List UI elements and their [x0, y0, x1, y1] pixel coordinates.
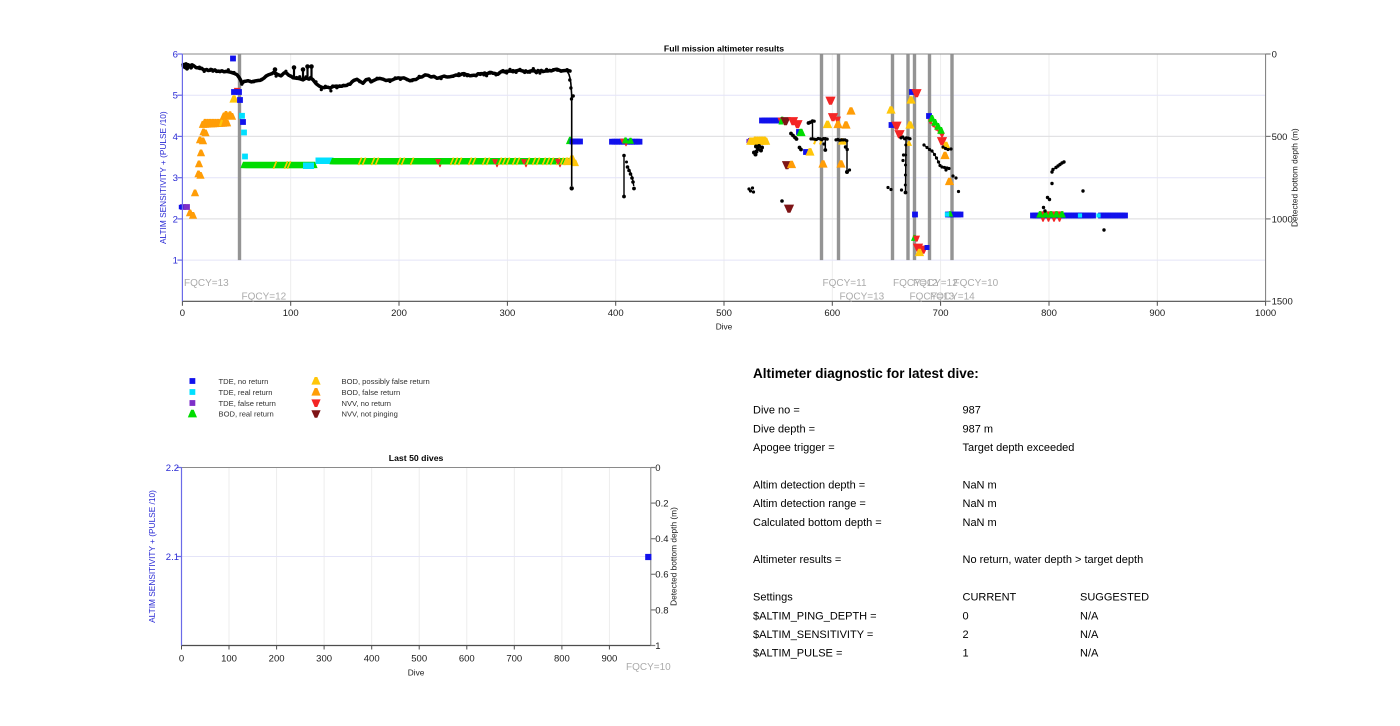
svg-text:$ALTIM_SENSITIVITY =: $ALTIM_SENSITIVITY =: [753, 629, 873, 641]
svg-text:800: 800: [554, 654, 570, 665]
svg-text:FQCY=12: FQCY=12: [893, 278, 938, 289]
svg-text:BOD, possibly false return: BOD, possibly false return: [342, 377, 430, 386]
svg-text:900: 900: [601, 654, 617, 665]
svg-text:Apogee trigger =: Apogee trigger =: [753, 442, 835, 454]
svg-text:FQCY=12: FQCY=12: [913, 278, 958, 289]
svg-text:ALTIM SENSITIVITY + (PULSE /10: ALTIM SENSITIVITY + (PULSE /10): [147, 490, 157, 623]
svg-text:NVV, not pinging: NVV, not pinging: [342, 410, 398, 419]
svg-text:987 m: 987 m: [963, 423, 994, 435]
svg-text:500: 500: [716, 308, 732, 319]
svg-text:Altimeter diagnostic for lates: Altimeter diagnostic for latest dive:: [753, 366, 979, 381]
svg-text:Last 50 dives: Last 50 dives: [389, 453, 444, 463]
svg-text:Altimeter results =: Altimeter results =: [753, 554, 841, 566]
svg-text:NVV, no return: NVV, no return: [342, 399, 392, 408]
svg-text:NaN m: NaN m: [963, 498, 997, 510]
svg-text:Dive no =: Dive no =: [753, 405, 800, 417]
svg-text:5: 5: [173, 91, 178, 102]
svg-text:0: 0: [1272, 49, 1277, 60]
svg-text:1000: 1000: [1272, 214, 1293, 225]
svg-text:100: 100: [221, 654, 237, 665]
svg-text:600: 600: [824, 308, 840, 319]
svg-text:TDE, real return: TDE, real return: [219, 388, 273, 397]
svg-text:0: 0: [179, 654, 184, 665]
svg-text:Dive: Dive: [408, 668, 425, 678]
svg-text:FQCY=13: FQCY=13: [840, 292, 885, 303]
svg-text:FQCY=10: FQCY=10: [626, 662, 671, 673]
svg-text:No return, water depth > targe: No return, water depth > target depth: [963, 554, 1144, 566]
svg-text:6: 6: [173, 49, 178, 60]
svg-text:NaN m: NaN m: [963, 517, 997, 529]
svg-text:Detected bottom depth (m): Detected bottom depth (m): [669, 507, 679, 606]
svg-text:2: 2: [963, 629, 969, 641]
svg-text:TDE, no return: TDE, no return: [219, 377, 269, 386]
svg-text:0: 0: [180, 308, 185, 319]
svg-text:Full mission altimeter results: Full mission altimeter results: [664, 44, 784, 54]
svg-text:100: 100: [283, 308, 299, 319]
svg-text:N/A: N/A: [1080, 648, 1099, 660]
svg-text:200: 200: [391, 308, 407, 319]
svg-text:N/A: N/A: [1080, 610, 1099, 622]
svg-text:Altim detection depth =: Altim detection depth =: [753, 479, 865, 491]
svg-text:N/A: N/A: [1080, 629, 1099, 641]
svg-text:600: 600: [459, 654, 475, 665]
svg-text:NaN m: NaN m: [963, 479, 997, 491]
svg-text:700: 700: [506, 654, 522, 665]
svg-text:FQCY=14: FQCY=14: [930, 292, 975, 303]
svg-text:1: 1: [655, 641, 660, 652]
svg-text:4: 4: [173, 132, 178, 143]
svg-text:Calculated bottom depth =: Calculated bottom depth =: [753, 517, 882, 529]
svg-text:1: 1: [963, 648, 969, 660]
svg-text:1000: 1000: [1255, 308, 1276, 319]
svg-text:1500: 1500: [1272, 297, 1293, 308]
svg-text:FQCY=12: FQCY=12: [242, 292, 287, 303]
svg-text:Detected bottom depth (m): Detected bottom depth (m): [1290, 128, 1300, 227]
svg-text:BOD, real return: BOD, real return: [219, 410, 274, 419]
svg-text:400: 400: [364, 654, 380, 665]
svg-text:0: 0: [963, 610, 969, 622]
svg-text:300: 300: [316, 654, 332, 665]
svg-text:0.2: 0.2: [655, 499, 668, 510]
svg-text:200: 200: [269, 654, 285, 665]
svg-text:800: 800: [1041, 308, 1057, 319]
svg-text:300: 300: [499, 308, 515, 319]
svg-text:$ALTIM_PULSE =: $ALTIM_PULSE =: [753, 648, 842, 660]
svg-text:0.4: 0.4: [655, 534, 668, 545]
svg-text:1: 1: [173, 256, 178, 267]
svg-text:FQCY=11: FQCY=11: [823, 278, 867, 289]
svg-text:900: 900: [1149, 308, 1165, 319]
svg-text:Settings: Settings: [753, 592, 793, 604]
svg-text:FQCY=13: FQCY=13: [184, 278, 229, 289]
svg-text:400: 400: [608, 308, 624, 319]
svg-text:987: 987: [963, 405, 981, 417]
svg-text:BOD, false return: BOD, false return: [342, 388, 401, 397]
svg-text:3: 3: [173, 173, 178, 184]
svg-text:2.1: 2.1: [166, 552, 179, 563]
svg-text:Dive: Dive: [716, 322, 733, 332]
svg-text:500: 500: [1272, 132, 1288, 143]
svg-text:Target depth exceeded: Target depth exceeded: [963, 442, 1075, 454]
svg-text:2: 2: [173, 214, 178, 225]
svg-text:2.2: 2.2: [166, 463, 179, 474]
svg-text:700: 700: [933, 308, 949, 319]
svg-text:500: 500: [411, 654, 427, 665]
svg-text:0.6: 0.6: [655, 570, 668, 581]
svg-text:CURRENT: CURRENT: [963, 592, 1017, 604]
svg-text:FQCY=10: FQCY=10: [954, 278, 999, 289]
svg-text:Altim detection range =: Altim detection range =: [753, 498, 866, 510]
svg-text:SUGGESTED: SUGGESTED: [1080, 592, 1149, 604]
svg-text:0.8: 0.8: [655, 605, 668, 616]
svg-text:$ALTIM_PING_DEPTH =: $ALTIM_PING_DEPTH =: [753, 610, 877, 622]
svg-text:0: 0: [655, 463, 660, 474]
svg-text:FQCY=13: FQCY=13: [910, 292, 955, 303]
svg-text:Dive depth =: Dive depth =: [753, 423, 815, 435]
svg-text:ALTIM SENSITIVITY + (PULSE /10: ALTIM SENSITIVITY + (PULSE /10): [158, 111, 168, 244]
svg-text:TDE, false return: TDE, false return: [219, 399, 276, 408]
